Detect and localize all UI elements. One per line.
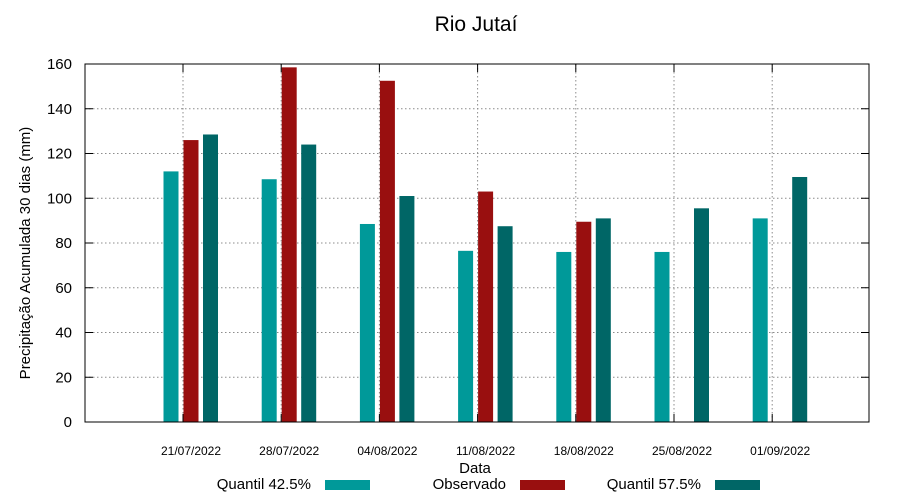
xtick-label: 21/07/2022	[161, 444, 221, 458]
bar-1-5	[556, 251, 572, 422]
legend-swatch-3	[715, 480, 760, 490]
bar-3-1	[203, 134, 218, 422]
grid-lines	[85, 64, 869, 422]
bar-1-3	[359, 223, 375, 422]
x-axis-label: Data	[459, 460, 491, 477]
xtick-label: 04/08/2022	[357, 444, 417, 458]
bar-1-4	[458, 250, 474, 422]
ytick-label: 100	[47, 190, 72, 207]
ytick-label: 160	[47, 56, 72, 73]
bar-3-4	[497, 226, 513, 422]
ytick-label: 40	[55, 325, 72, 342]
ytick-label: 60	[55, 280, 72, 297]
bar-3-7	[792, 176, 808, 422]
legend-label-2: Observado	[433, 476, 506, 493]
bar-2-3	[379, 80, 395, 422]
legend-swatch-2	[520, 480, 565, 490]
bar-3-2	[301, 144, 317, 423]
xtick-label: 25/08/2022	[652, 444, 712, 458]
axis-ticks	[85, 63, 869, 423]
bar-3-5	[595, 218, 611, 422]
bar-3-3	[399, 196, 415, 422]
ytick-label: 20	[55, 369, 72, 386]
legend-label-3: Quantil 57.5%	[607, 476, 701, 493]
bar-2-5	[576, 221, 592, 422]
ytick-label: 140	[47, 101, 72, 118]
legend: Quantil 42.5% Observado Quantil 57.5%	[217, 476, 760, 493]
bars	[163, 67, 808, 423]
legend-label-1: Quantil 42.5%	[217, 476, 311, 493]
xtick-label: 11/08/2022	[456, 444, 515, 458]
bar-1-2	[261, 179, 277, 422]
bar-2-1	[183, 140, 199, 422]
xtick-label: 01/09/2022	[750, 444, 810, 458]
y-axis-label: Precipitação Acumulada 30 dias (mm)	[17, 127, 34, 380]
xtick-label: 18/08/2022	[554, 444, 614, 458]
ytick-label: 80	[55, 235, 72, 252]
x-tick-labels: 21/07/2022 28/07/2022 04/08/2022 11/08/2022…	[161, 444, 811, 458]
bar-2-2	[281, 67, 297, 422]
y-tick-labels: 0 20 40 60 80 100 120 140 160	[47, 56, 72, 431]
bar-3-6	[694, 208, 709, 422]
bar-1-7	[752, 218, 768, 422]
ytick-label: 0	[64, 414, 72, 431]
chart-title: Rio Jutaí	[435, 13, 518, 36]
bar-2-4	[478, 191, 494, 422]
legend-swatch-1	[325, 480, 370, 490]
ytick-label: 120	[47, 146, 72, 163]
bar-1-1	[163, 171, 179, 422]
xtick-label: 28/07/2022	[259, 444, 319, 458]
bar-1-6	[654, 251, 670, 422]
